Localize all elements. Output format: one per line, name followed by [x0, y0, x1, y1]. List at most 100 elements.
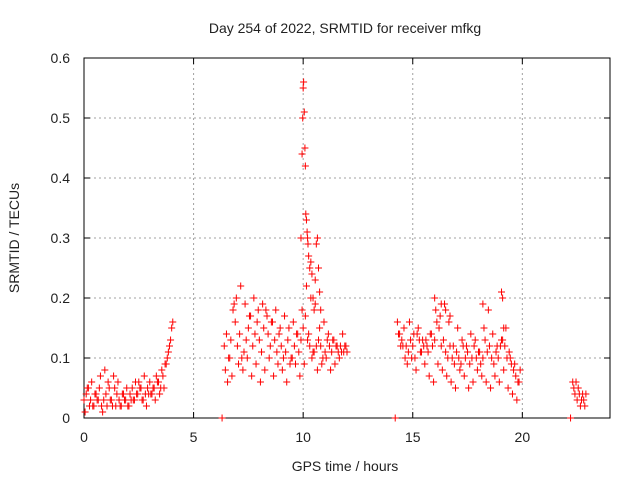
data-point	[254, 306, 262, 314]
data-point	[270, 372, 278, 380]
data-point	[301, 312, 309, 320]
data-point	[455, 354, 463, 362]
data-point	[121, 396, 129, 404]
data-point	[504, 384, 512, 392]
y-axis-label: SRMTID / TECUs	[6, 183, 22, 293]
data-point	[331, 360, 339, 368]
data-point	[408, 354, 416, 362]
data-point	[391, 414, 399, 422]
data-point	[96, 372, 104, 380]
data-point	[266, 342, 274, 350]
data-point	[424, 348, 432, 356]
x-tick-label: 5	[190, 429, 198, 445]
data-point	[245, 312, 253, 320]
data-point	[447, 378, 455, 386]
data-point	[515, 378, 523, 386]
data-point	[303, 228, 311, 236]
data-point	[290, 342, 298, 350]
data-point	[272, 306, 280, 314]
data-point	[309, 348, 317, 356]
data-point	[511, 360, 519, 368]
data-point	[279, 354, 287, 362]
data-point	[102, 390, 110, 398]
data-point	[278, 366, 286, 374]
y-tick-label: 0.4	[51, 170, 71, 186]
data-point	[313, 366, 321, 374]
data-point	[294, 330, 302, 338]
data-point	[142, 402, 150, 410]
data-point	[118, 390, 126, 398]
data-point	[287, 354, 295, 362]
data-point	[470, 342, 478, 350]
data-point	[147, 390, 155, 398]
data-point	[482, 378, 490, 386]
data-point	[398, 336, 406, 344]
data-point	[87, 396, 95, 404]
data-point	[265, 354, 273, 362]
data-point	[231, 318, 239, 326]
data-point	[442, 348, 450, 356]
data-point	[316, 324, 324, 332]
data-point	[436, 312, 444, 320]
data-point	[302, 210, 310, 218]
data-point	[483, 348, 491, 356]
data-point	[305, 330, 313, 338]
data-point	[259, 300, 267, 308]
data-point	[416, 348, 424, 356]
data-point	[498, 336, 506, 344]
data-point	[169, 318, 177, 326]
data-point	[479, 354, 487, 362]
data-point	[499, 294, 507, 302]
data-point	[104, 378, 112, 386]
data-point	[317, 342, 325, 350]
data-point	[567, 414, 575, 422]
data-point	[458, 336, 466, 344]
data-point	[116, 402, 124, 410]
data-point	[339, 330, 347, 338]
data-point	[403, 360, 411, 368]
data-point	[508, 390, 516, 398]
data-point	[457, 360, 465, 368]
data-point	[423, 342, 431, 350]
data-point	[92, 390, 100, 398]
data-point	[302, 216, 310, 224]
data-point	[299, 84, 307, 92]
data-point	[439, 336, 447, 344]
data-point	[512, 372, 520, 380]
data-point	[516, 366, 524, 374]
data-point	[446, 312, 454, 320]
data-point	[469, 378, 477, 386]
data-point	[107, 396, 115, 404]
data-point	[103, 402, 111, 410]
data-point	[291, 360, 299, 368]
data-point	[308, 354, 316, 362]
data-point	[500, 324, 508, 332]
data-point	[431, 294, 439, 302]
data-point	[114, 378, 122, 386]
data-point	[311, 300, 319, 308]
data-point	[435, 324, 443, 332]
data-point	[397, 342, 405, 350]
data-point	[253, 318, 261, 326]
data-point	[443, 372, 451, 380]
data-point	[450, 360, 458, 368]
data-point	[256, 378, 264, 386]
data-point	[312, 240, 320, 248]
data-point	[267, 318, 275, 326]
data-point	[513, 396, 521, 404]
y-tick-label: 0.3	[51, 230, 71, 246]
data-point	[237, 282, 245, 290]
data-point	[480, 324, 488, 332]
data-point	[492, 348, 500, 356]
data-point	[274, 360, 282, 368]
data-point	[123, 384, 131, 392]
data-point	[342, 342, 350, 350]
data-point	[477, 360, 485, 368]
data-point	[325, 342, 333, 350]
data-point	[488, 354, 496, 362]
data-point	[250, 294, 258, 302]
data-point	[282, 348, 290, 356]
data-point	[277, 342, 285, 350]
data-point	[338, 348, 346, 356]
